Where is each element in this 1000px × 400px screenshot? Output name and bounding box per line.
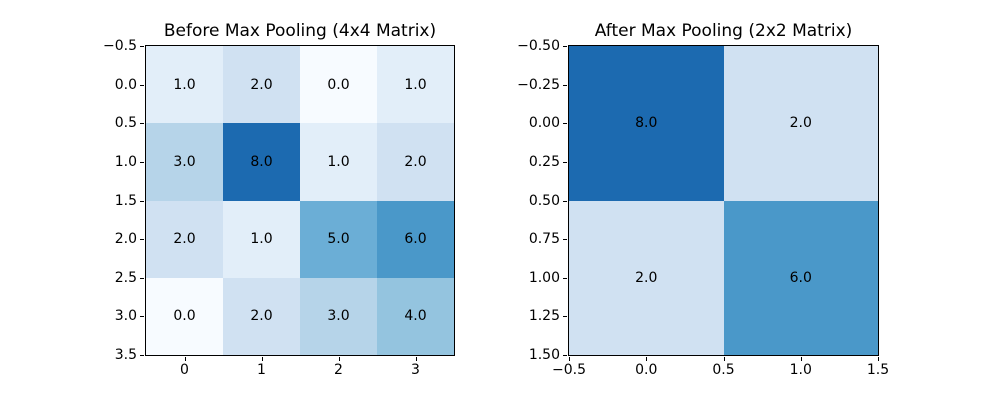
y-axis-tick-label: −0.25 xyxy=(517,76,560,93)
x-axis-tick-label: 3 xyxy=(411,362,420,378)
y-axis-tick-mark xyxy=(563,84,567,86)
x-axis-tick-label: 1.0 xyxy=(789,362,812,378)
y-axis-tick-label: 2.0 xyxy=(114,231,137,248)
y-axis-tick-mark xyxy=(140,200,144,202)
x-axis-tick-label: 0.0 xyxy=(635,362,658,378)
x-axis-tick-label: 0 xyxy=(180,362,189,378)
x-axis-tick-mark xyxy=(338,357,340,361)
y-axis-tick-mark xyxy=(140,84,144,86)
y-axis-tick-label: 0.25 xyxy=(528,153,560,170)
heatmap-cell-r2-c2: 5.0 xyxy=(300,200,377,278)
y-axis-tick-mark xyxy=(140,46,144,47)
heatmap-cell-r2-c3: 6.0 xyxy=(377,200,454,278)
heatmap-cell-r1-c0: 2.0 xyxy=(569,200,724,355)
x-axis-tick-label: 0.5 xyxy=(712,362,735,378)
after-pooling-heatmap: 8.0 2.0 2.0 6.0 −0.5 0.0 0.5 1.0 1.5 −0.50 −0.25 0.… xyxy=(517,38,889,378)
y-axis-tick-mark xyxy=(563,161,567,163)
heatmap-cell-r2-c1: 1.0 xyxy=(223,200,300,278)
y-axis-tick-label: 3.5 xyxy=(114,347,137,363)
heatmap-cell-r3-c0: 0.0 xyxy=(146,277,223,355)
y-axis-tick-label: 1.0 xyxy=(114,153,137,170)
before-pooling-title: Before Max Pooling (4x4 Matrix) xyxy=(163,21,437,41)
y-axis-tick-mark xyxy=(563,123,567,125)
heatmap-cell-r0-c0: 1.0 xyxy=(146,46,223,124)
y-axis-tick-mark xyxy=(563,200,567,202)
y-axis-tick-label: 1.5 xyxy=(114,192,137,209)
y-axis-tick-label: 0.5 xyxy=(114,115,137,132)
heatmap-cell-r2-c0: 2.0 xyxy=(146,200,223,278)
x-axis-tick-mark xyxy=(261,357,263,361)
y-axis-tick-label: 0.50 xyxy=(528,192,560,209)
heatmap-cell-r3-c2: 3.0 xyxy=(300,277,377,355)
heatmap-cell-r0-c1: 2.0 xyxy=(223,46,300,124)
y-axis-tick-label: 3.0 xyxy=(114,308,137,325)
y-axis-tick-mark xyxy=(563,277,567,279)
heatmap-cell-r1-c1: 6.0 xyxy=(723,200,878,355)
y-axis-tick-mark xyxy=(140,355,144,356)
before-pooling-heatmap: 1.0 2.0 0.0 1.0 3.0 8.0 1.0 2.0 2.0 1.0 5.0 6.0 0.0 2… xyxy=(103,38,455,378)
y-axis-tick-label: 0.75 xyxy=(528,231,560,248)
x-axis-tick-label: 1 xyxy=(257,362,266,378)
y-axis-tick-mark xyxy=(563,355,567,356)
y-axis-tick-label: −0.5 xyxy=(103,38,137,54)
y-axis-tick-mark xyxy=(140,316,144,318)
heatmap-cell-r0-c2: 0.0 xyxy=(300,46,377,124)
after-pooling-title: After Max Pooling (2x2 Matrix) xyxy=(594,21,853,41)
heatmap-cell-r0-c3: 1.0 xyxy=(377,46,454,124)
y-axis-tick-label: 0.00 xyxy=(528,115,560,132)
x-axis-tick-mark xyxy=(878,357,879,361)
heatmap-cell-r3-c1: 2.0 xyxy=(223,277,300,355)
x-axis-tick-mark xyxy=(800,357,802,361)
x-axis-tick-mark xyxy=(646,357,648,361)
y-axis-tick-mark xyxy=(140,161,144,163)
x-axis-tick-mark xyxy=(569,357,570,361)
y-axis-tick-mark xyxy=(563,239,567,241)
heatmap-cell-r1-c0: 3.0 xyxy=(146,123,223,201)
y-axis-tick-label: 1.25 xyxy=(528,308,560,325)
y-axis-tick-label: 1.50 xyxy=(528,347,560,363)
y-axis-tick-mark xyxy=(563,316,567,318)
y-axis-tick-mark xyxy=(140,123,144,125)
heatmap-cell-r0-c0: 8.0 xyxy=(569,46,724,201)
y-axis-tick-mark xyxy=(140,277,144,279)
heatmap-cell-r3-c3: 4.0 xyxy=(377,277,454,355)
heatmap-cell-r1-c1: 8.0 xyxy=(223,123,300,201)
y-axis-tick-label: −0.50 xyxy=(517,38,560,54)
x-axis-tick-label: −0.5 xyxy=(552,362,586,378)
x-axis-tick-label: 1.5 xyxy=(866,362,890,378)
y-axis-tick-label: 0.0 xyxy=(114,76,137,93)
x-axis-tick-label: 2 xyxy=(334,362,343,378)
y-axis-tick-mark xyxy=(140,239,144,241)
y-axis-tick-mark xyxy=(563,46,567,47)
y-axis-tick-label: 1.00 xyxy=(528,269,560,286)
x-axis-tick-mark xyxy=(415,357,417,361)
heatmap-cell-r1-c3: 2.0 xyxy=(377,123,454,201)
y-axis-tick-label: 2.5 xyxy=(114,269,137,286)
heatmap-cell-r1-c2: 1.0 xyxy=(300,123,377,201)
heatmap-cell-r0-c1: 2.0 xyxy=(723,46,878,201)
x-axis-tick-mark xyxy=(723,357,725,361)
x-axis-tick-mark xyxy=(184,357,186,361)
